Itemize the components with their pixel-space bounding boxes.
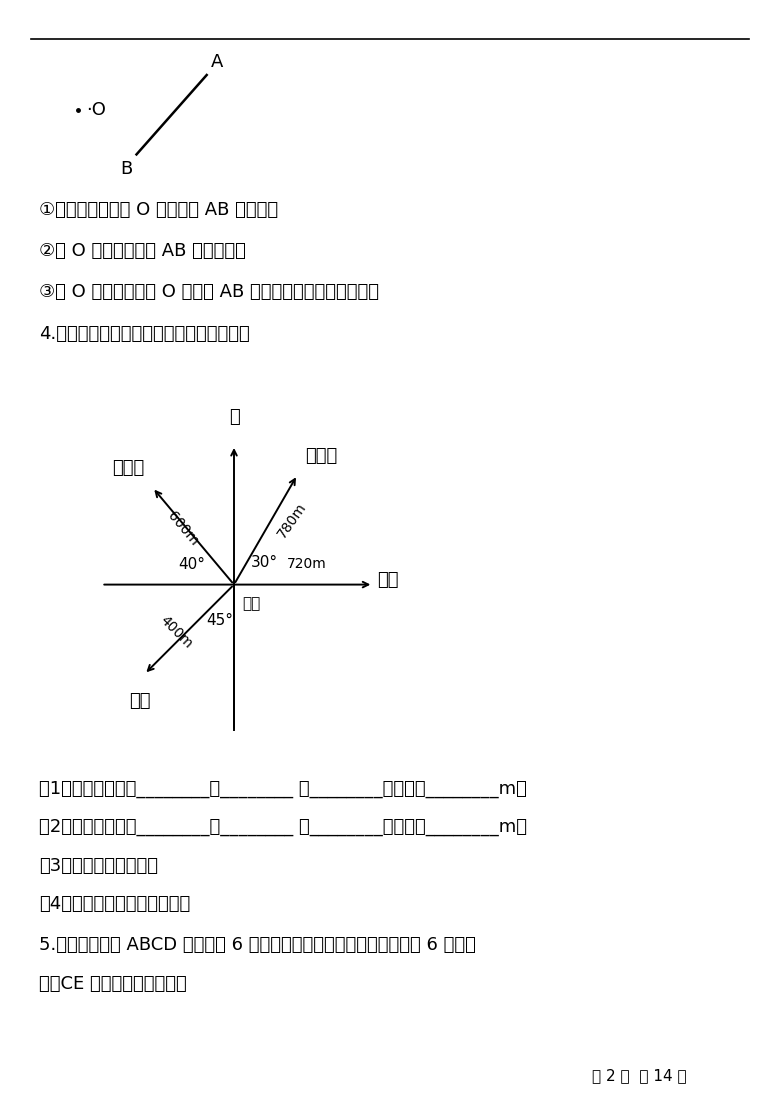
Text: 北: 北 — [229, 408, 239, 426]
Text: 学校: 学校 — [378, 570, 399, 589]
Text: 400m: 400m — [158, 613, 196, 651]
Text: 780m: 780m — [275, 500, 309, 540]
Text: 40°: 40° — [179, 557, 205, 572]
Text: （4）小芳从邮局回家怎么走？: （4）小芳从邮局回家怎么走？ — [39, 896, 190, 913]
Text: （2）小芳家在商场________偏________ （________），相距________m。: （2）小芳家在商场________偏________ （________），相距… — [39, 818, 527, 836]
Text: （1）明明家在商场________偏________ （________），相距________m。: （1）明明家在商场________偏________ （________），相距… — [39, 780, 526, 797]
Text: B: B — [120, 160, 133, 179]
Text: 5.如图，正方形 ABCD 的边长是 6 厘米，三角形乙的面积比甲的面积大 6 平方厘: 5.如图，正方形 ABCD 的边长是 6 厘米，三角形乙的面积比甲的面积大 6 … — [39, 936, 476, 954]
Text: ①在上图中，过点 O 画出直线 AB 的垂线。: ①在上图中，过点 O 画出直线 AB 的垂线。 — [39, 201, 278, 218]
Text: 邮局: 邮局 — [129, 693, 151, 710]
Text: 720m: 720m — [287, 557, 327, 570]
Text: ③以 O 点为圆心，点 O 到直线 AB 的距离为半径，画一个圆。: ③以 O 点为圆心，点 O 到直线 AB 的距离为半径，画一个圆。 — [39, 283, 379, 301]
Text: 商场: 商场 — [242, 597, 261, 611]
Text: 45°: 45° — [207, 613, 233, 628]
Text: ②过 O 点作已知直线 AB 的平行线。: ②过 O 点作已知直线 AB 的平行线。 — [39, 243, 246, 260]
Text: 第 2 页  共 14 页: 第 2 页 共 14 页 — [592, 1068, 687, 1083]
Text: 4.如图，以商场为观测点，完成下面各题。: 4.如图，以商场为观测点，完成下面各题。 — [39, 325, 250, 343]
Text: 30°: 30° — [250, 555, 278, 570]
Text: A: A — [211, 53, 223, 71]
Text: ·O: ·O — [86, 101, 106, 119]
Text: 600m: 600m — [165, 510, 201, 549]
Text: （3）明明上学怎么走？: （3）明明上学怎么走？ — [39, 857, 158, 875]
Text: 米，CE 的长度是多少厘米？: 米，CE 的长度是多少厘米？ — [39, 975, 186, 993]
Text: 明明家: 明明家 — [112, 460, 144, 478]
Text: 小芳家: 小芳家 — [306, 447, 338, 464]
